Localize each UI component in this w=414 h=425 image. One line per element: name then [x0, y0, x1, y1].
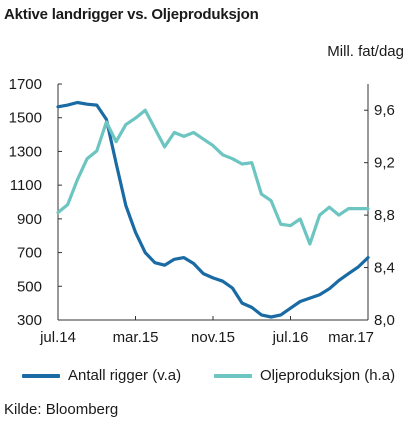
left-tick-label: 500 — [17, 278, 42, 295]
legend-swatch-rigger — [22, 373, 60, 378]
left-tick-label: 1500 — [9, 110, 42, 127]
chart-series — [56, 100, 370, 319]
right-tick-label: 8,8 — [374, 207, 395, 224]
left-tick-label: 900 — [17, 211, 42, 228]
right-tick-label: 9,2 — [374, 155, 395, 172]
legend-item-oljeproduksjon: Oljeproduksjon (h.a) — [214, 367, 395, 384]
source-note: Kilde: Bloomberg — [4, 401, 119, 418]
x-tick-label: jul.16 — [272, 329, 309, 346]
left-tick-label: 700 — [17, 245, 42, 262]
chart-tick-labels: 1700 1500 1300 1100 900 700 500 300 9,6 9,2 8,8 8,4… — [9, 76, 395, 346]
left-tick-label: 300 — [17, 312, 42, 329]
left-tick-label: 1700 — [9, 76, 42, 93]
right-tick-label: 9,6 — [374, 102, 395, 119]
right-tick-label: 8,0 — [374, 312, 395, 329]
left-tick-label: 1100 — [10, 177, 42, 194]
series-line-antall-rigger — [56, 100, 370, 319]
chart-axes — [57, 83, 369, 321]
x-tick-label: jul.14 — [39, 329, 76, 346]
x-tick-label: nov.15 — [191, 329, 235, 346]
series-line-oljeproduksjon — [56, 108, 370, 246]
x-tick-label: mar.17 — [328, 329, 374, 346]
chart-title: Aktive landrigger vs. Oljeproduksjon — [4, 6, 259, 23]
left-tick-label: 1300 — [9, 143, 42, 160]
legend-swatch-oljeproduksjon — [214, 373, 252, 378]
right-tick-label: 8,4 — [374, 260, 395, 277]
x-tick-label: mar.15 — [113, 329, 159, 346]
legend-label-oljeproduksjon: Oljeproduksjon (h.a) — [260, 367, 396, 384]
right-axis-unit-label: Mill. fat/dag — [327, 43, 404, 60]
legend-label-rigger: Antall rigger (v.a) — [68, 367, 182, 384]
legend-item-rigger: Antall rigger (v.a) — [22, 367, 181, 384]
